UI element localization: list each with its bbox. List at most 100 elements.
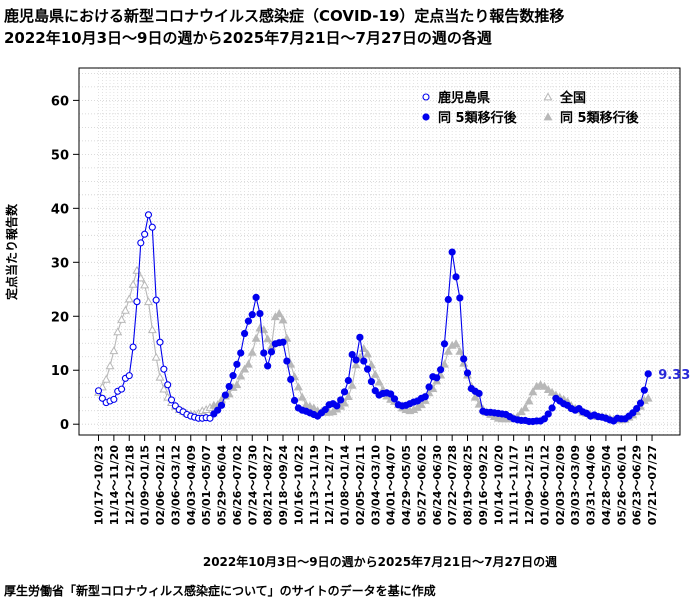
- data-point: [141, 230, 149, 238]
- data-point: [155, 372, 165, 381]
- data-point: [363, 365, 372, 373]
- x-tick-label: 04/29～05/05: [400, 445, 413, 525]
- data-point: [456, 294, 464, 302]
- data-point: [144, 211, 153, 219]
- data-point: [214, 406, 222, 414]
- legend-marker: [543, 92, 553, 101]
- x-tick-label: 10/16～10/22: [292, 445, 305, 525]
- x-tick-label: 05/27～06/02: [415, 445, 428, 525]
- data-point: [251, 333, 261, 342]
- data-point: [374, 377, 384, 386]
- data-point: [297, 392, 307, 401]
- data-point: [120, 305, 130, 314]
- data-point: [105, 361, 115, 370]
- x-tick-label: 02/06～02/12: [154, 445, 167, 525]
- data-point: [279, 338, 287, 346]
- data-point: [547, 387, 557, 396]
- data-point: [344, 376, 352, 385]
- data-point: [548, 404, 556, 412]
- data-point: [144, 297, 153, 306]
- data-point: [118, 385, 126, 393]
- data-point: [455, 346, 465, 355]
- data-point: [387, 390, 395, 398]
- data-point: [352, 356, 360, 364]
- data-point: [159, 384, 169, 393]
- y-tick-label: 30: [51, 256, 69, 271]
- data-point: [113, 327, 123, 336]
- x-tick-label: 11/11～11/17: [508, 445, 521, 525]
- legend-marker: [422, 93, 430, 101]
- legend-label: 全国: [559, 90, 586, 106]
- y-tick-label: 0: [60, 418, 69, 433]
- x-tick-label: 07/21～07/27: [646, 445, 659, 525]
- x-tick-label: 01/09～01/15: [139, 445, 152, 525]
- x-tick-label: 08/19～08/25: [462, 445, 475, 525]
- data-point: [460, 355, 468, 363]
- x-tick-label: 07/24～07/30: [246, 445, 259, 526]
- chart-title: 鹿児島県における新型コロナウイルス感染症（COVID-19）定点当たり報告数推移: [4, 7, 565, 25]
- data-point: [243, 359, 253, 368]
- data-point: [252, 293, 260, 301]
- data-point: [160, 365, 168, 373]
- data-point: [274, 308, 284, 317]
- data-point: [293, 382, 303, 391]
- data-point: [539, 381, 549, 390]
- data-point: [360, 357, 368, 365]
- data-point: [390, 395, 399, 403]
- y-tick-label: 60: [51, 94, 69, 109]
- data-point: [440, 359, 449, 368]
- data-point: [260, 349, 268, 357]
- data-point: [117, 314, 127, 323]
- data-point: [470, 392, 480, 401]
- data-point: [237, 349, 245, 357]
- data-point: [636, 399, 645, 407]
- data-point: [94, 387, 103, 395]
- x-axis-label: 2022年10月3日～9日の週から2025年7月21日～7月27日の週: [202, 555, 558, 569]
- x-tick-label: 05/01～05/07: [200, 445, 213, 525]
- data-point: [206, 414, 214, 422]
- data-point: [152, 296, 160, 304]
- x-tick-label: 10/14～10/20: [492, 445, 505, 526]
- data-point: [151, 352, 161, 361]
- series-1: [210, 248, 652, 426]
- data-point: [337, 396, 345, 404]
- data-point: [366, 360, 376, 369]
- data-point: [240, 329, 249, 338]
- data-point: [640, 386, 648, 394]
- data-point: [343, 392, 353, 401]
- data-point: [520, 403, 530, 412]
- x-tick-label: 12/12～12/18: [123, 445, 136, 525]
- data-point: [263, 334, 273, 343]
- x-tick-label: 04/28～05/04: [600, 445, 613, 526]
- data-point: [356, 333, 364, 341]
- data-point: [633, 404, 641, 413]
- data-point: [156, 338, 164, 346]
- data-point: [363, 349, 373, 358]
- data-point: [167, 396, 176, 404]
- data-point: [524, 396, 534, 405]
- data-point: [247, 347, 257, 356]
- data-point: [217, 401, 226, 409]
- data-point: [528, 387, 538, 396]
- data-point: [264, 362, 272, 370]
- data-point: [225, 382, 233, 391]
- data-point: [109, 346, 119, 355]
- x-tick-label: 03/31～04/06: [585, 445, 598, 526]
- data-point: [147, 325, 157, 334]
- x-tick-label: 02/05～02/11: [354, 445, 367, 525]
- x-tick-label: 11/13～11/19: [308, 445, 321, 525]
- data-point: [133, 298, 141, 306]
- data-point: [244, 317, 253, 325]
- data-point: [137, 239, 145, 247]
- data-point: [421, 393, 429, 401]
- x-tick-label: 11/14～11/20: [108, 445, 121, 526]
- data-point: [333, 402, 341, 410]
- y-tick-label: 10: [51, 364, 69, 379]
- data-point: [229, 372, 237, 380]
- data-point: [437, 366, 445, 374]
- data-point: [256, 309, 264, 318]
- x-tick-label: 03/06～03/12: [169, 445, 182, 525]
- data-point: [370, 369, 380, 378]
- series-0: [94, 211, 214, 422]
